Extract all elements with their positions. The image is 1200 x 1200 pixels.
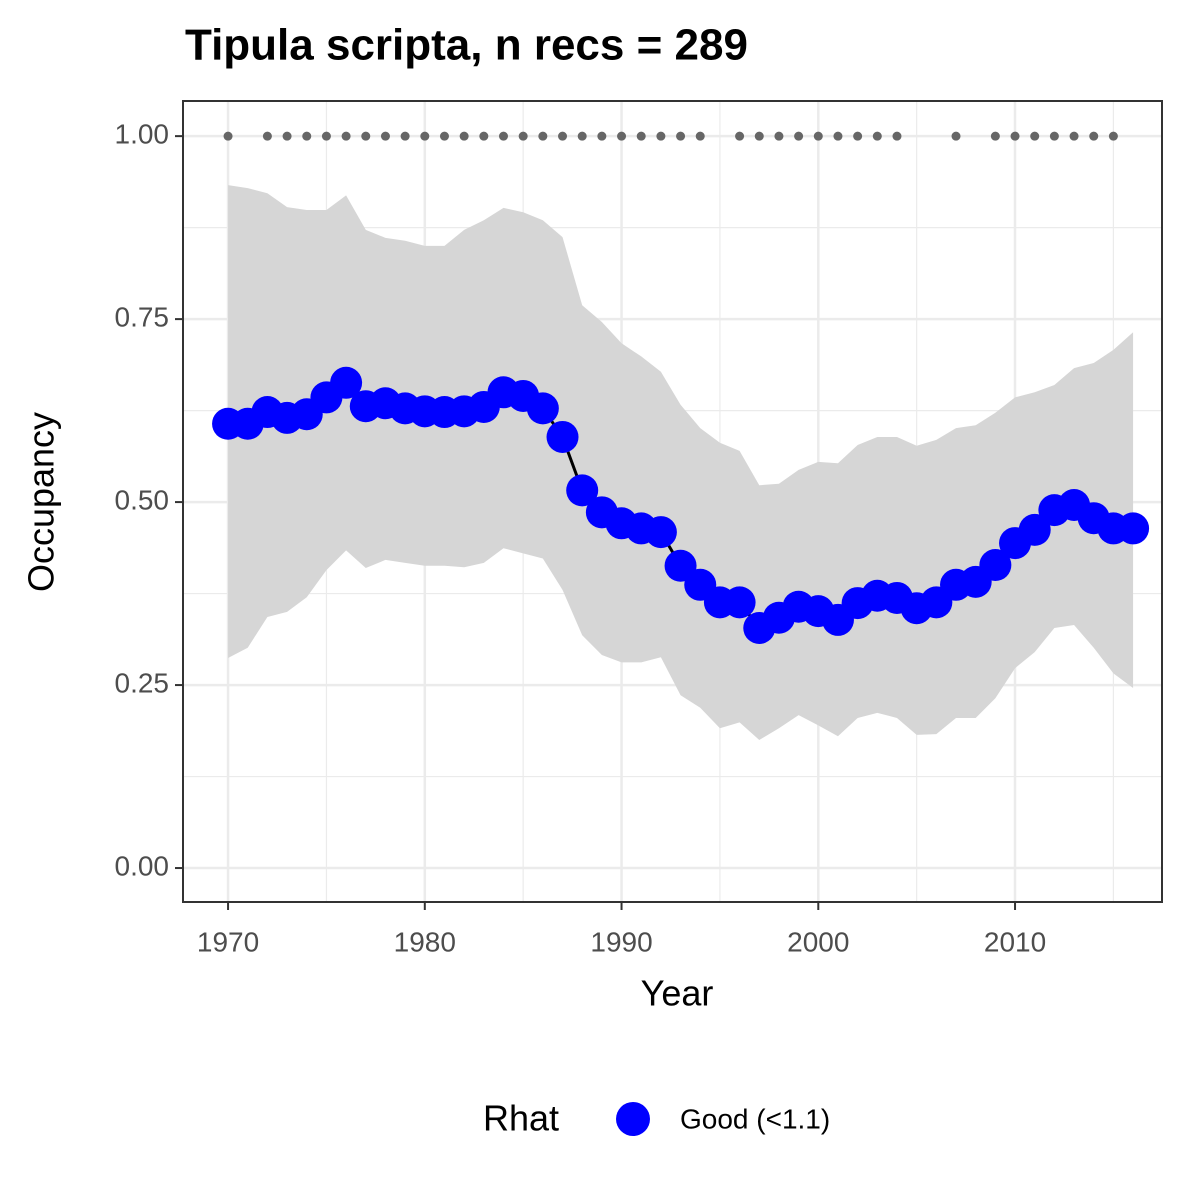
record-point: [1030, 131, 1040, 141]
record-point: [853, 131, 863, 141]
record-point: [813, 131, 823, 141]
record-point: [498, 131, 508, 141]
record-point: [656, 131, 666, 141]
occupancy-point: [664, 549, 697, 582]
legend-swatch: [616, 1102, 650, 1136]
occupancy-point: [723, 586, 756, 619]
record-point: [262, 131, 272, 141]
x-axis-title: Year: [641, 973, 714, 1014]
record-point: [321, 131, 331, 141]
record-point: [1049, 131, 1059, 141]
record-point: [380, 131, 390, 141]
y-tick-label: 1.00: [115, 119, 170, 150]
x-tick-label: 2000: [787, 926, 849, 957]
occupancy-point: [526, 392, 559, 425]
record-point: [1010, 131, 1020, 141]
record-point: [735, 131, 745, 141]
record-point: [479, 131, 489, 141]
record-point: [794, 131, 804, 141]
record-point: [302, 131, 312, 141]
occupancy-point: [1018, 513, 1051, 546]
occupancy-point: [1117, 512, 1150, 545]
record-point: [695, 131, 705, 141]
record-point: [223, 131, 233, 141]
panel-border: [182, 100, 1163, 903]
occupancy-point: [566, 474, 599, 507]
record-point: [1089, 131, 1099, 141]
y-tick-label: 0.25: [115, 667, 170, 698]
occupancy-point: [644, 516, 677, 549]
y-tick-label: 0.50: [115, 484, 170, 515]
record-point: [361, 131, 371, 141]
y-tick-label: 0.75: [115, 301, 170, 332]
record-point: [1069, 131, 1079, 141]
record-point: [538, 131, 548, 141]
record-point: [439, 131, 449, 141]
record-point: [518, 131, 528, 141]
record-point: [872, 131, 882, 141]
record-point: [676, 131, 686, 141]
record-point: [892, 131, 902, 141]
x-tick-label: 1980: [394, 926, 456, 957]
record-point: [1108, 131, 1118, 141]
record-point: [420, 131, 430, 141]
x-tick-label: 1970: [197, 926, 259, 957]
x-tick-label: 1990: [590, 926, 652, 957]
occupancy-point: [330, 366, 363, 399]
record-point: [459, 131, 469, 141]
record-point: [558, 131, 568, 141]
record-point: [577, 131, 587, 141]
record-point: [282, 131, 292, 141]
record-point: [774, 131, 784, 141]
record-point: [951, 131, 961, 141]
chart-title: Tipula scripta, n recs = 289: [185, 21, 748, 70]
occupancy-point: [546, 420, 579, 453]
record-point: [990, 131, 1000, 141]
record-point: [341, 131, 351, 141]
legend-label: Good (<1.1): [680, 1103, 830, 1134]
occupancy-point: [979, 549, 1012, 582]
x-tick-label: 2010: [984, 926, 1046, 957]
record-point: [597, 131, 607, 141]
legend-title: Rhat: [483, 1098, 559, 1139]
record-point: [636, 131, 646, 141]
record-point: [617, 131, 627, 141]
record-point: [400, 131, 410, 141]
y-axis-title: Occupancy: [21, 412, 62, 592]
y-tick-label: 0.00: [115, 850, 170, 881]
record-point: [833, 131, 843, 141]
record-point: [754, 131, 764, 141]
